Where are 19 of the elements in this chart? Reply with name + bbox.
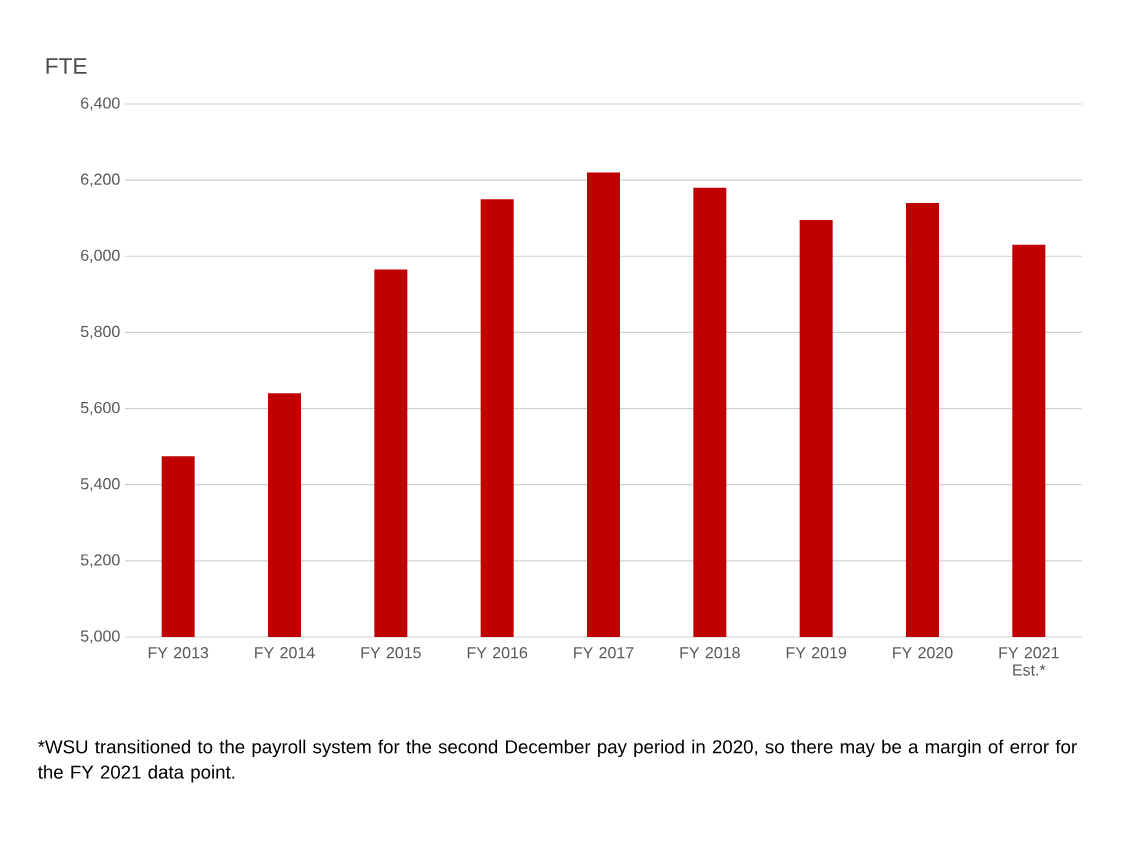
y-tick-label: 5,600 [80, 401, 120, 416]
y-tick-label: 5,000 [80, 630, 120, 644]
y-tick-label: 5,400 [80, 478, 120, 492]
x-tick-label: FY 2015 [361, 647, 421, 659]
y-tick-label: 5,200 [80, 554, 120, 568]
text: *WSU transitioned to the payroll system for the second December pay period in 2020, so there may be a margin of error for the FY 2021 data point. [38, 739, 1077, 783]
x-tick-label: FY 2019 [786, 647, 847, 659]
y-tick-label: 6,400 [81, 97, 120, 111]
x-tick-label: FY 2013 [148, 647, 209, 659]
y-tick-label: 5,800 [80, 325, 120, 340]
x-tick-label: FY 2016 [467, 647, 528, 659]
x-tick-label: FY 2017 [574, 647, 634, 659]
y-tick-label: 6,000 [81, 249, 120, 263]
x-tick-label: FY 2014 [255, 647, 315, 659]
y-axis-title: FTE [46, 58, 87, 74]
x-tick-label: FY 2021 Est.* [999, 647, 1059, 676]
x-tick-label: FY 2020 [893, 647, 953, 659]
x-tick-label: FY 2018 [680, 647, 740, 659]
y-tick-label: 6,200 [81, 173, 120, 187]
